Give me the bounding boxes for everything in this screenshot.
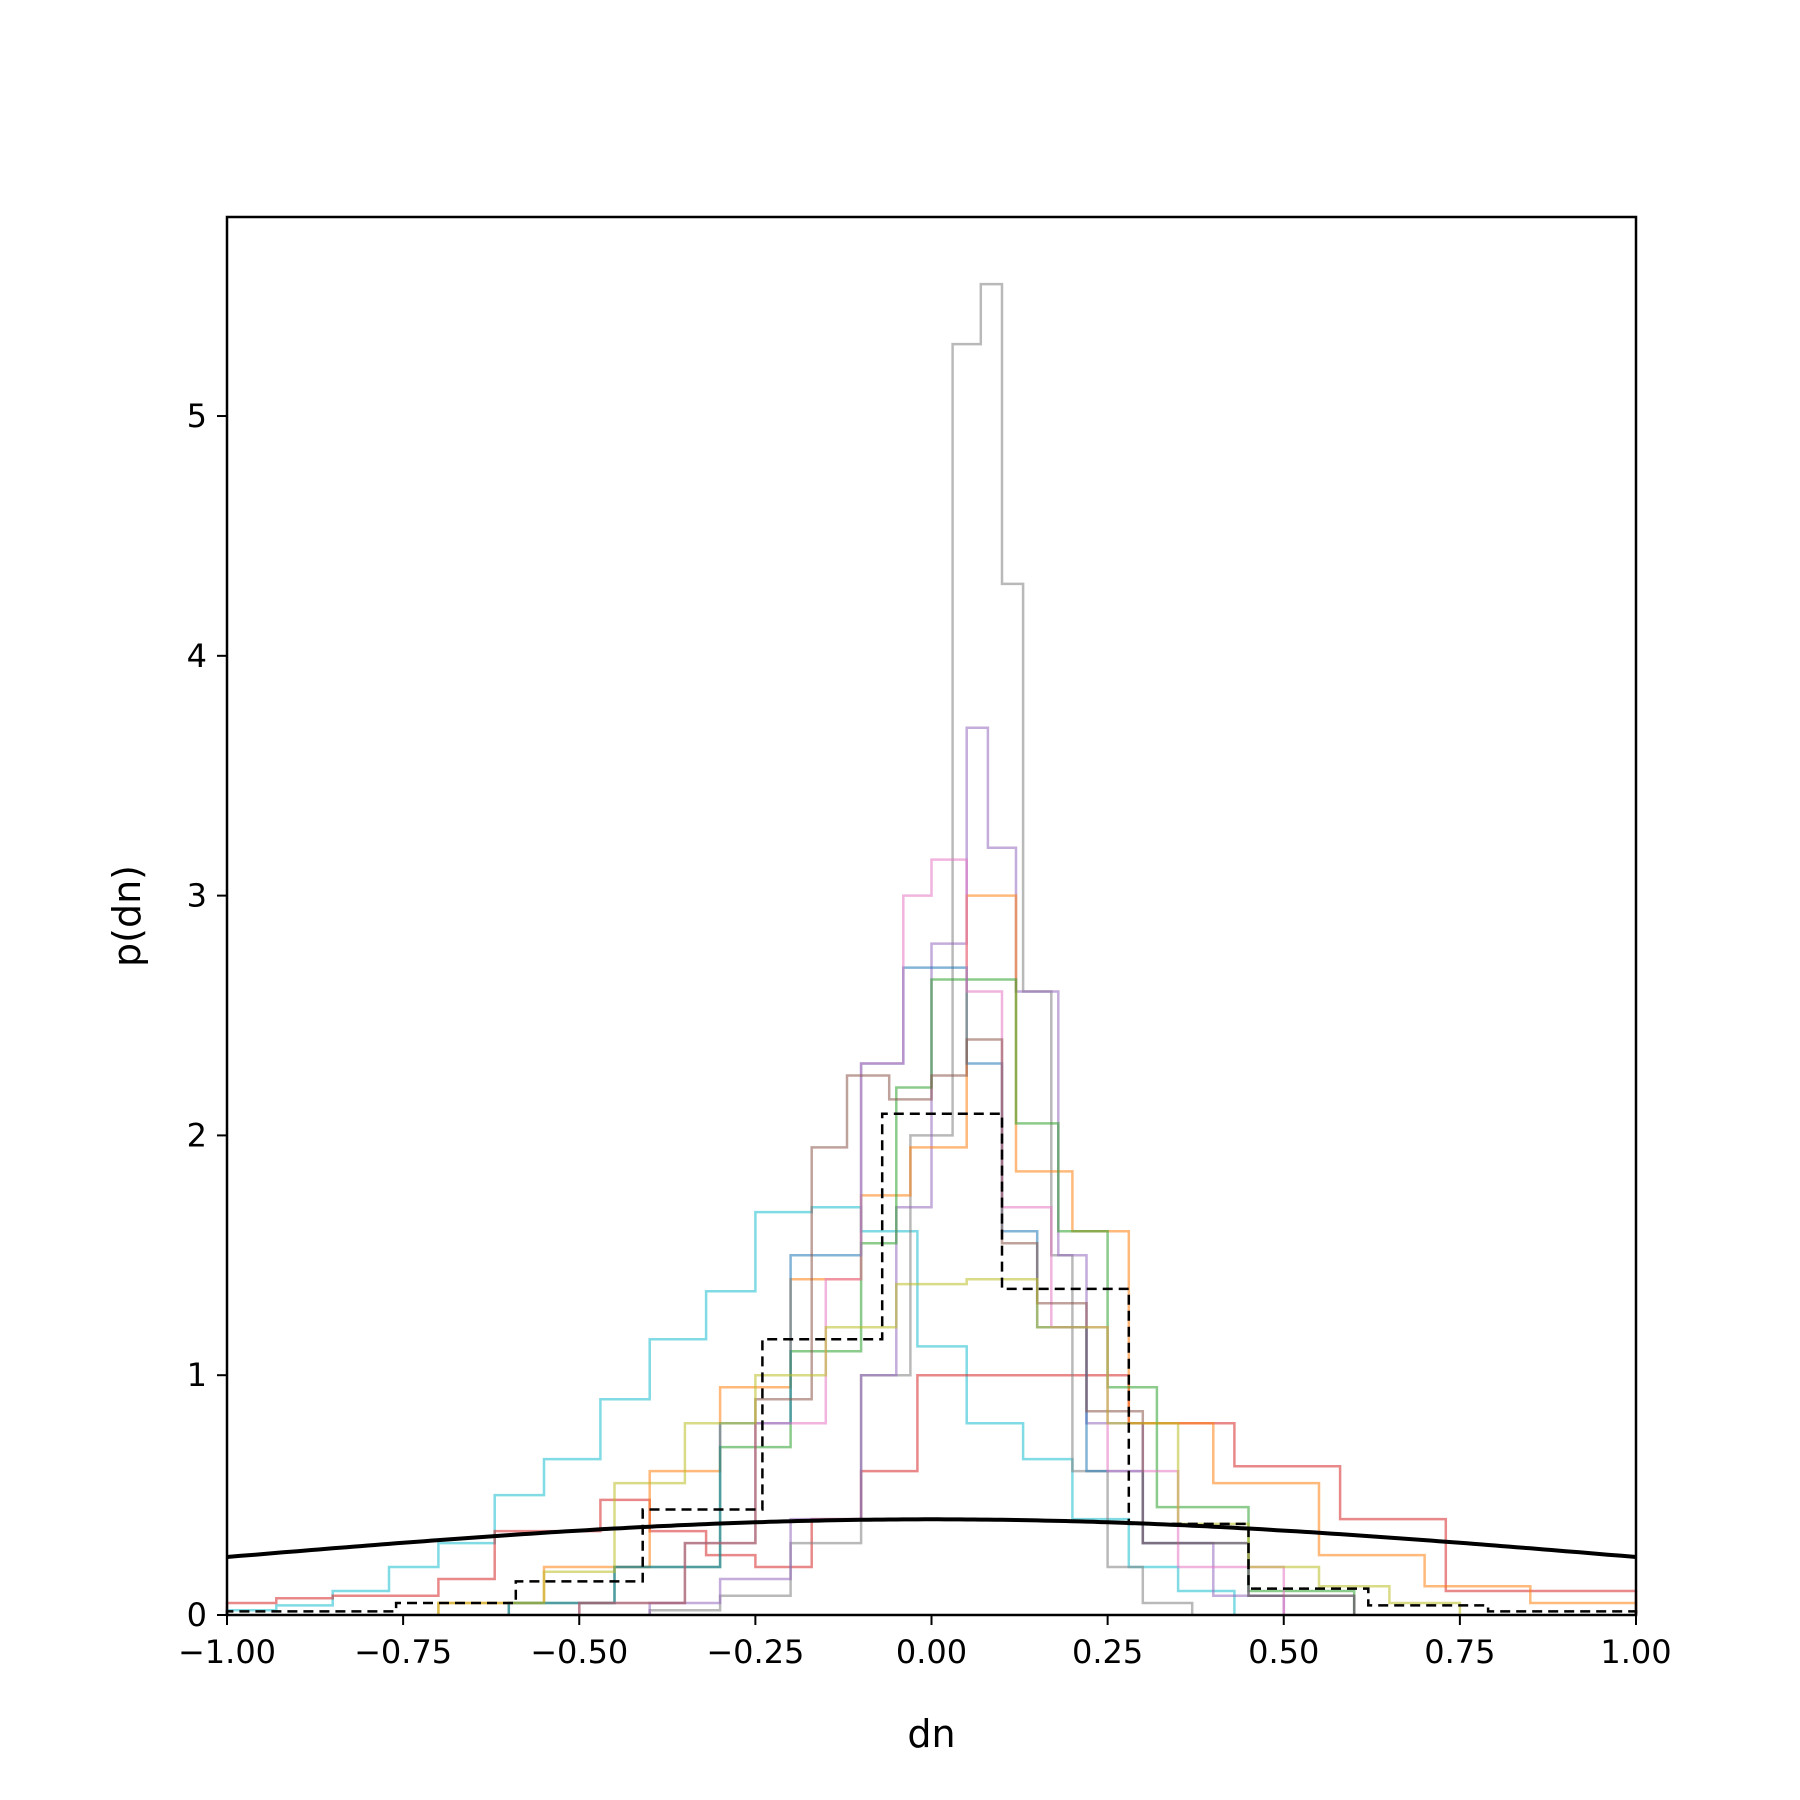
histogram-series-8 [578,1038,1356,1615]
x-tick-label: −0.50 [530,1633,628,1671]
histogram-series-4 [437,894,1638,1615]
x-tick-label: 1.00 [1600,1633,1671,1671]
histogram-mean-dashed [225,1112,1638,1615]
y-tick-label: 0 [187,1596,207,1634]
y-tick-label: 3 [187,877,207,915]
x-axis-label: dn [907,1712,955,1756]
x-tick-label: 0.50 [1248,1633,1319,1671]
y-tick-label: 5 [187,397,207,435]
y-tick-label: 2 [187,1116,207,1154]
x-tick-label: −0.75 [354,1633,452,1671]
x-tick-label: 0.25 [1072,1633,1143,1671]
histogram-series-2 [648,282,1194,1615]
ticks-layer: −1.00 −0.75 −0.50 −0.25 0.00 0.25 0.50 0.75 1.00… [178,397,1672,1671]
x-tick-label: −1.00 [178,1633,276,1671]
x-tick-label: 0.75 [1424,1633,1495,1671]
histogram-series-0 [225,1206,1236,1615]
x-tick-label: 0.00 [896,1633,967,1671]
plot-frame [225,215,1638,1617]
y-axis-label: p(dn) [105,865,149,967]
histogram-series-9 [437,1278,1462,1615]
series-layer [225,282,1638,1615]
y-tick-label: 4 [187,637,207,675]
x-tick-label: −0.25 [706,1633,804,1671]
gaussian-curve [226,1517,1637,1559]
y-tick-label: 1 [187,1356,207,1394]
histogram-series-1 [225,1373,1638,1615]
